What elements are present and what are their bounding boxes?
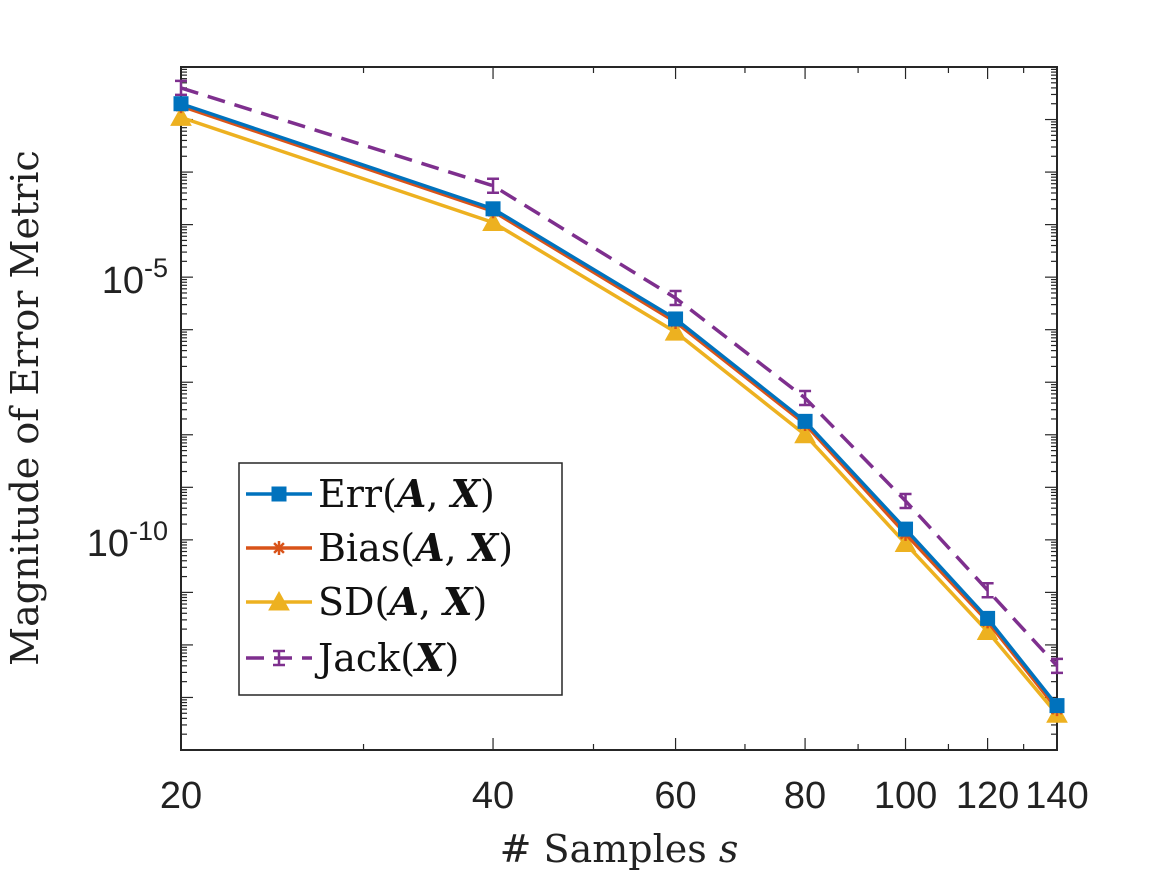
- legend-label: Bias(A, X): [318, 525, 513, 570]
- y-tick-label: 10-5: [102, 253, 168, 302]
- legend-func: Bias(: [318, 526, 415, 570]
- y-tick-labels: 10-510-10: [87, 253, 168, 565]
- y-tick-exponent: -10: [129, 516, 168, 546]
- series-err: [173, 96, 1065, 714]
- series-layer: [170, 79, 1068, 723]
- legend-box: [238, 462, 563, 696]
- legend-arg: X: [467, 525, 500, 570]
- marker-square: [173, 96, 189, 112]
- series-jack: [175, 79, 1063, 675]
- legend-arg: A: [386, 579, 418, 624]
- legend-sep: ,: [426, 472, 450, 516]
- x-tick-label: 140: [1025, 775, 1088, 817]
- x-tick-label: 60: [654, 775, 696, 817]
- legend-func: SD(: [318, 580, 389, 624]
- y-tick-base: 10: [87, 523, 129, 565]
- x-tick-label: 120: [956, 775, 1019, 817]
- marker-errorbar: [175, 79, 187, 97]
- y-axis-label: Magnitude of Error Metric: [3, 150, 47, 666]
- x-tick-label: 20: [160, 775, 202, 817]
- marker-square: [898, 521, 914, 537]
- marker-square: [485, 201, 501, 217]
- marker-square: [980, 610, 996, 626]
- marker-triangle: [664, 321, 687, 341]
- marker-square: [797, 413, 813, 429]
- legend-arg: X: [441, 579, 474, 624]
- x-axis-label-text: # Samples: [500, 827, 719, 871]
- legend-func: Jack(: [314, 636, 415, 680]
- x-axis-label-var: s: [719, 827, 739, 871]
- marker-errorbar: [1051, 657, 1063, 675]
- legend-label: Err(A, X): [318, 471, 495, 516]
- marker-errorbar: [669, 289, 682, 307]
- y-tick-exponent: -5: [144, 253, 168, 283]
- legend-arg: X: [413, 635, 446, 680]
- legend-close: ): [498, 526, 513, 570]
- legend-arg: A: [394, 471, 426, 516]
- legend-sep: ,: [445, 526, 469, 570]
- y-tick-label: 10-10: [87, 516, 168, 565]
- legend-arg: A: [412, 525, 444, 570]
- legend-close: ): [445, 636, 460, 680]
- legend-arg: X: [449, 471, 482, 516]
- series-sd: [170, 106, 1068, 723]
- x-tick-labels: 20 40 60 80 100 120 140: [160, 775, 1089, 817]
- legend-label: SD(A, X): [318, 579, 487, 624]
- marker-triangle: [268, 590, 290, 611]
- legend-label: Jack(X): [314, 635, 459, 680]
- marker-errorbar: [799, 389, 812, 407]
- marker-errorbar: [899, 492, 912, 510]
- marker-errorbar: [273, 649, 285, 667]
- legend: Err(A, X)Bias(A, X)SD(A, X)Jack(X): [238, 462, 563, 696]
- marker-triangle: [170, 106, 192, 126]
- legend-close: ): [480, 472, 495, 516]
- x-tick-label: 80: [784, 775, 826, 817]
- marker-errorbar: [981, 581, 994, 599]
- legend-func: Err(: [318, 472, 397, 516]
- y-tick-base: 10: [102, 260, 144, 302]
- x-tick-label: 40: [472, 775, 514, 817]
- marker-triangle: [794, 423, 816, 444]
- x-axis-label: # Samples s: [500, 827, 739, 871]
- marker-square: [668, 311, 684, 327]
- legend-close: ): [472, 580, 487, 624]
- x-tick-label: 100: [874, 775, 937, 817]
- legend-sep: ,: [419, 580, 443, 624]
- marker-square: [271, 486, 287, 502]
- marker-triangle: [894, 532, 917, 553]
- marker-triangle: [482, 211, 504, 231]
- marker-asterisk: [272, 541, 286, 555]
- marker-square: [1049, 698, 1065, 714]
- marker-errorbar: [487, 177, 500, 194]
